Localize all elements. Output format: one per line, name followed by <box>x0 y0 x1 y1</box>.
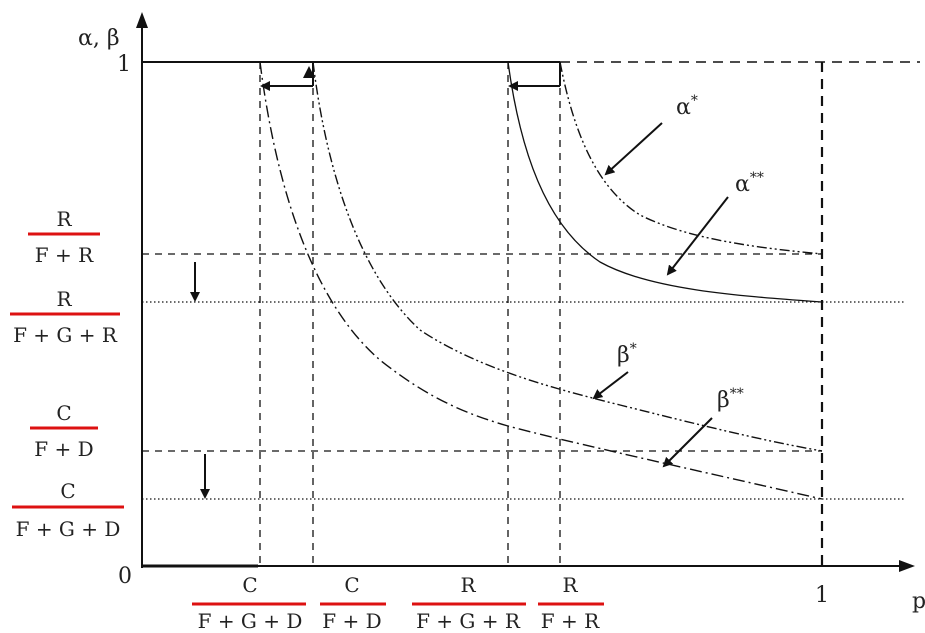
label-alpha-double-star: α** <box>735 170 764 197</box>
pointer-beta-star <box>592 371 629 400</box>
alpha-double-star-curve <box>507 61 823 303</box>
x-axis-label: p <box>912 589 925 614</box>
x-fraction-r-over-fgr: R F + G + R <box>412 573 526 633</box>
origin-label: 0 <box>118 564 132 589</box>
y-axis-label: α, β <box>78 26 120 51</box>
x-frac-3-den: F + G + R <box>416 609 521 633</box>
label-beta-star: β* <box>617 341 637 368</box>
x-frac-3-num: R <box>460 573 476 597</box>
alpha-star-curve <box>559 61 823 255</box>
pointer-alpha-star <box>604 122 663 176</box>
x-axis-arrowhead <box>899 560 915 572</box>
pointer-beta-double-star <box>662 417 713 468</box>
x-tick-one: 1 <box>815 583 829 608</box>
x-fraction-r-over-fr: R F + R <box>538 573 604 633</box>
y-frac-1-den: F + R <box>35 243 94 267</box>
y-axis-arrowhead <box>136 12 148 28</box>
beta-star-curve <box>312 61 823 452</box>
shift-arrow-up-head <box>303 66 315 78</box>
x-frac-1-den: F + G + D <box>198 609 303 633</box>
x-frac-2-num: C <box>344 573 359 597</box>
y-frac-4-num: C <box>60 479 75 503</box>
y-frac-1-num: R <box>56 207 72 231</box>
label-alpha-star: α* <box>676 93 698 120</box>
beta-double-star-curve <box>259 61 823 500</box>
y-fraction-r-over-fgr: R F + G + R <box>10 287 120 347</box>
label-beta-double-star: β** <box>717 386 744 413</box>
y-fraction-c-over-fgd: C F + G + D <box>12 479 124 541</box>
x-frac-2-den: F + D <box>322 609 381 633</box>
y-frac-2-num: R <box>56 287 72 311</box>
y-frac-3-num: C <box>56 401 71 425</box>
x-frac-1-num: C <box>242 573 257 597</box>
y-fraction-c-over-fd: C F + D <box>30 401 98 461</box>
y-tick-one: 1 <box>117 52 131 77</box>
y-frac-4-den: F + G + D <box>16 517 121 541</box>
y-frac-3-den: F + D <box>34 437 93 461</box>
y-fraction-r-over-fr: R F + R <box>28 207 100 267</box>
pointer-alpha-double-star <box>666 196 729 276</box>
y-frac-2-den: F + G + R <box>13 323 118 347</box>
x-frac-4-num: R <box>562 573 578 597</box>
x-frac-4-den: F + R <box>541 609 600 633</box>
x-fraction-c-over-fgd: C F + G + D <box>192 573 306 633</box>
x-fraction-c-over-fd: C F + D <box>320 573 386 633</box>
